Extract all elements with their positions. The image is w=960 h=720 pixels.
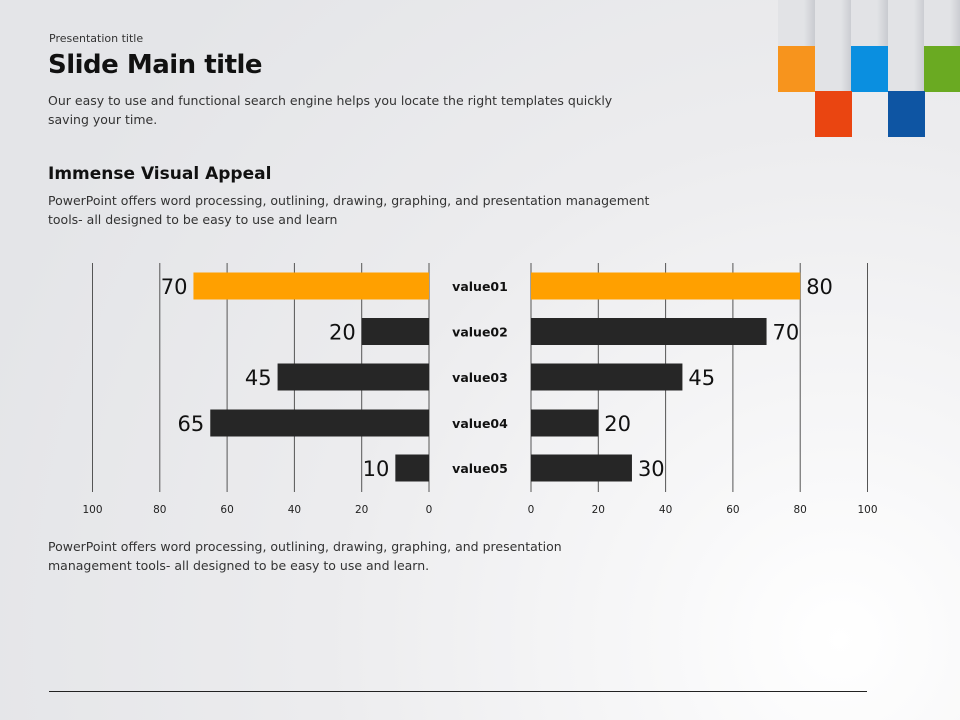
- tick-label-left: 80: [153, 504, 166, 516]
- tick-label-right: 100: [857, 504, 877, 516]
- decoration-square-dark-blue: [887, 91, 925, 137]
- bar-left: [395, 454, 429, 482]
- bar-right: [531, 363, 683, 391]
- tick-label-right: 0: [528, 504, 535, 516]
- decoration-square-orange: [778, 45, 815, 92]
- bar-right: [531, 454, 632, 482]
- slide-title: Slide Main title: [48, 50, 263, 80]
- data-label-left: 20: [329, 321, 356, 345]
- bar-left: [193, 272, 429, 300]
- tick-label-left: 20: [355, 504, 368, 516]
- tick-label-left: 100: [82, 504, 102, 516]
- tick-label-left: 0: [426, 504, 433, 516]
- data-label-right: 70: [773, 321, 800, 345]
- category-label: value02: [452, 325, 508, 340]
- footer-text: PowerPoint offers word processing, outli…: [48, 539, 562, 573]
- data-label-left: 10: [363, 457, 390, 481]
- decoration-square-green: [924, 45, 960, 92]
- tick-label-right: 20: [592, 504, 605, 516]
- tick-label-right: 40: [659, 504, 672, 516]
- footer-divider: [49, 691, 867, 692]
- decoration-square-light: [814, 45, 852, 92]
- data-label-right: 45: [688, 366, 715, 390]
- decoration-square-blue: [851, 45, 888, 92]
- category-label: value05: [452, 461, 508, 476]
- bar-right: [531, 272, 801, 300]
- decoration-square-light: [814, 0, 852, 46]
- decoration-square-light: [851, 0, 888, 46]
- bar-left: [210, 409, 429, 437]
- tick-label-right: 80: [794, 504, 807, 516]
- data-label-left: 45: [245, 366, 272, 390]
- tick-label-right: 60: [726, 504, 739, 516]
- data-label-right: 80: [806, 275, 833, 299]
- category-label: value04: [452, 416, 508, 431]
- bar-right: [531, 409, 599, 437]
- bar-left: [361, 318, 429, 345]
- decoration-square-light: [887, 45, 925, 92]
- category-label: value03: [452, 370, 508, 385]
- decoration-square-light: [887, 0, 925, 46]
- decoration-square-light: [924, 0, 960, 46]
- data-label-left: 65: [178, 412, 205, 436]
- tick-label-left: 40: [288, 504, 301, 516]
- tick-label-left: 60: [220, 504, 233, 516]
- bar-right: [531, 318, 767, 345]
- section-heading: Immense Visual Appeal: [48, 164, 272, 184]
- decoration-square-light: [778, 0, 815, 46]
- data-label-right: 30: [638, 457, 665, 481]
- data-label-left: 70: [161, 275, 188, 299]
- presentation-title: Presentation title: [49, 32, 144, 45]
- decoration-square-red: [814, 91, 852, 137]
- section-description: PowerPoint offers word processing, outli…: [48, 193, 650, 227]
- bar-left: [277, 363, 429, 391]
- data-label-right: 20: [604, 412, 631, 436]
- slide-subtitle: Our easy to use and functional search en…: [48, 93, 613, 127]
- category-label: value01: [452, 279, 508, 294]
